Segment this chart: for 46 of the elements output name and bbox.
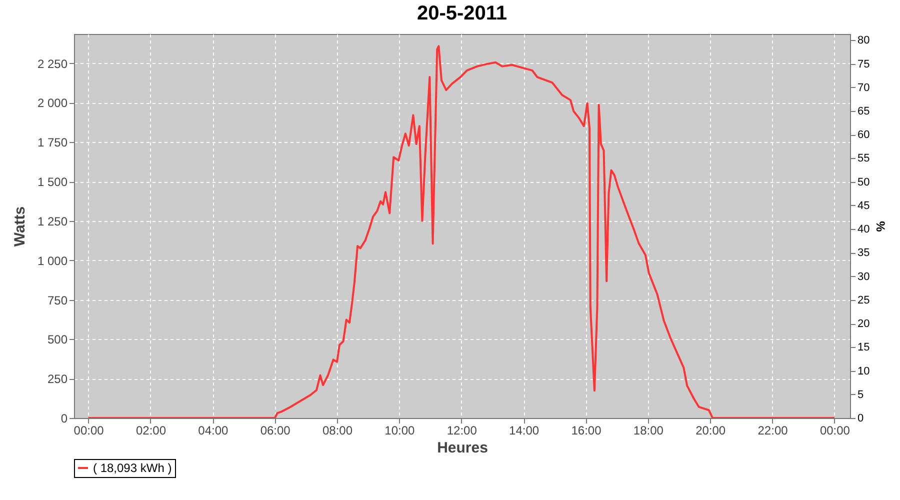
y-axis-title: Watts [11, 206, 28, 247]
x-tick-label: 22:00 [758, 424, 788, 438]
x-tick-label: 12:00 [446, 424, 478, 438]
x-tick-label: 04:00 [198, 424, 228, 438]
y2-tick-label: 45 [858, 200, 870, 212]
y2-tick-label: 25 [858, 294, 870, 306]
y2-tick-label: 80 [858, 34, 870, 47]
x-tick-label: 10:00 [384, 424, 416, 438]
y2-tick-label: 50 [858, 176, 870, 188]
y-tick-label: 2 000 [37, 96, 68, 110]
y2-tick-label: 65 [858, 105, 870, 118]
y2-tick-label: 75 [858, 58, 870, 70]
y2-tick-label: 55 [858, 152, 870, 165]
y-tick-label: 500 [47, 332, 68, 347]
y2-tick-label: 5 [858, 388, 864, 401]
y-tick-label: 2 250 [37, 56, 68, 71]
y-tick-label: 250 [47, 372, 68, 386]
x-tick-label: 00:00 [820, 424, 850, 438]
y2-tick-label: 0 [858, 412, 864, 424]
x-tick-label: 06:00 [260, 424, 291, 438]
x-tick-label: 18:00 [633, 424, 664, 438]
x-tick-label: 02:00 [136, 424, 166, 438]
x-tick-label: 14:00 [509, 424, 540, 438]
line-series [87, 45, 836, 418]
y-tick-label: 1 000 [37, 254, 68, 268]
legend-label: ( 18,093 kWh ) [93, 461, 172, 475]
y-tick-label: 750 [47, 293, 68, 308]
y2-tick-label: 40 [858, 224, 870, 236]
y2-tick-label: 35 [858, 247, 870, 260]
y2-tick-label: 15 [858, 342, 870, 354]
x-tick-label: 00:00 [74, 424, 104, 438]
chart-title: 20-5-2011 [416, 2, 508, 24]
y2-tick-label: 70 [858, 82, 870, 94]
y-tick-label: 0 [60, 412, 68, 426]
y2-tick-label: 10 [858, 365, 870, 378]
x-axis-title: Heures [437, 440, 488, 456]
x-tick-label: 20:00 [696, 424, 726, 438]
y2-tick-label: 20 [858, 318, 870, 330]
y2-tick-label: 60 [858, 129, 870, 142]
y-tick-label: 1 750 [37, 136, 68, 150]
x-tick-label: 08:00 [322, 424, 353, 438]
y2-tick-label: 30 [858, 270, 870, 283]
y-tick-label: 1 250 [37, 214, 68, 228]
y-tick-label: 1 500 [37, 175, 68, 190]
x-tick-label: 16:00 [571, 424, 602, 438]
y2-axis-title: % [874, 221, 888, 232]
